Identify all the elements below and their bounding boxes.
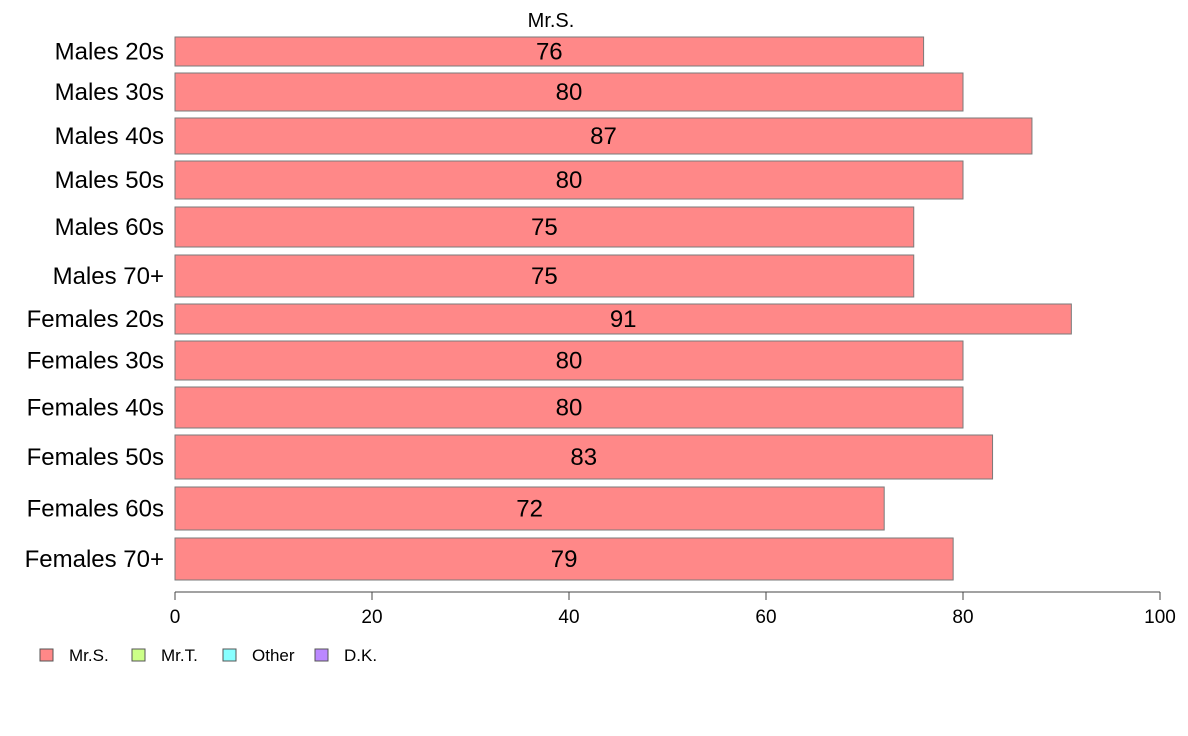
legend-label: Mr.S.: [69, 646, 109, 665]
bar: [174, 72, 964, 112]
bar: [174, 537, 954, 581]
category-label: Males 60s: [55, 214, 164, 241]
x-tick-label: 60: [755, 607, 776, 628]
data-label: 79: [551, 546, 578, 573]
data-label: 76: [536, 39, 563, 66]
x-tick-label: 80: [952, 607, 973, 628]
bar: [174, 386, 964, 429]
x-tick-label: 100: [1144, 607, 1176, 628]
x-tick-label: 20: [361, 607, 382, 628]
data-label: 80: [556, 348, 583, 375]
legend: Mr.S. Mr.T. Other D.K.: [39, 646, 377, 665]
legend-swatch: [222, 648, 237, 662]
data-label: 87: [590, 123, 617, 150]
bar: [174, 303, 1072, 335]
bar: [174, 434, 994, 480]
bar: [174, 36, 925, 67]
category-label: Males 30s: [55, 79, 164, 106]
category-label: Females 50s: [27, 444, 164, 471]
legend-swatch: [131, 648, 146, 662]
data-label: 83: [570, 444, 597, 471]
legend-label: Other: [252, 646, 295, 665]
legend-label: Mr.T.: [161, 646, 198, 665]
data-label: 80: [556, 167, 583, 194]
data-label: 72: [516, 496, 543, 523]
x-tick-label: 0: [170, 607, 181, 628]
data-label: 91: [610, 306, 637, 333]
bar: [174, 254, 915, 298]
category-label: Females 20s: [27, 306, 164, 333]
bar: [174, 206, 915, 248]
bar: [174, 160, 964, 200]
data-label: 75: [531, 214, 558, 241]
category-label: Males 50s: [55, 167, 164, 194]
x-tick-label: 40: [558, 607, 579, 628]
category-label: Females 40s: [27, 395, 164, 422]
data-label: 80: [556, 79, 583, 106]
chart-title: Mr.S.: [528, 10, 575, 32]
bar: [174, 117, 1033, 155]
category-label: Males 70+: [53, 263, 164, 290]
category-label: Females 70+: [25, 546, 164, 573]
bar: [174, 340, 964, 381]
legend-swatch: [39, 648, 54, 662]
bars-group: Males 20s 76 Males 30s 80 Males 40s 87 Males 5…: [25, 36, 1072, 581]
bar: [174, 486, 885, 531]
legend-swatch: [314, 648, 329, 662]
legend-label: D.K.: [344, 646, 377, 665]
category-label: Females 30s: [27, 348, 164, 375]
category-label: Males 20s: [55, 39, 164, 66]
category-label: Females 60s: [27, 496, 164, 523]
x-axis: 0 20 40 60 80 100: [170, 591, 1176, 628]
data-label: 80: [556, 395, 583, 422]
category-label: Males 40s: [55, 123, 164, 150]
data-label: 75: [531, 263, 558, 290]
